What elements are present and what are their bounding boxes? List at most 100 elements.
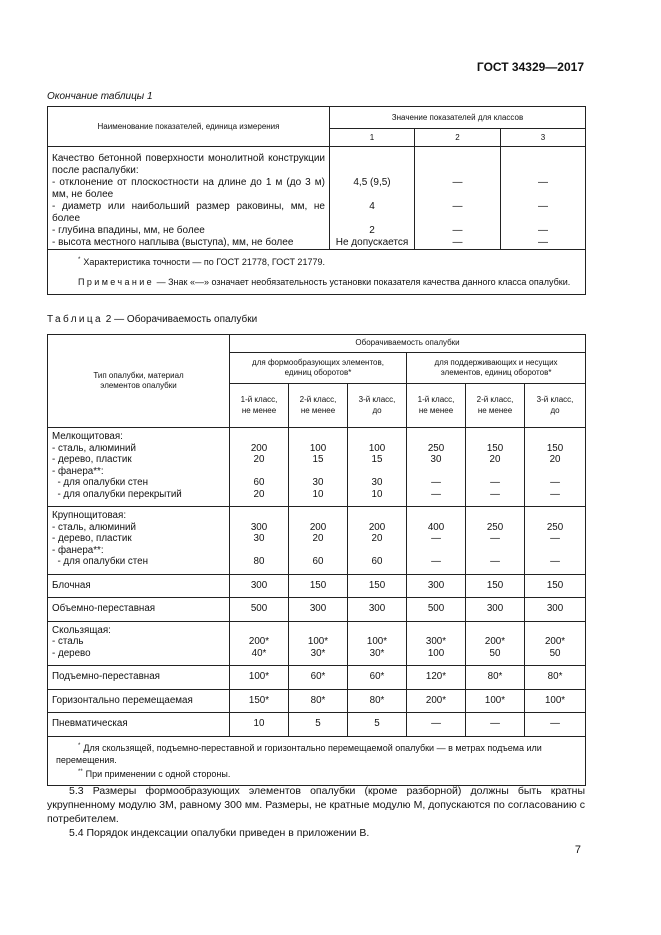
value: 150 [546, 442, 564, 454]
value: — [490, 488, 500, 500]
line-label: Скользящая: [52, 624, 111, 636]
header-row: Наименование показателей, единица измере… [47, 106, 587, 147]
header-row: Тип опалубки, материал элементов опалубк… [47, 334, 587, 428]
line-label: Пневматическая [52, 718, 128, 729]
note: Примечание — Знак «—» означает необязате… [56, 276, 577, 288]
spacer [352, 545, 402, 557]
value-cell: 250 30 — — [406, 427, 466, 507]
value: 100 [368, 442, 386, 454]
line-label: - для опалубки стен [52, 556, 149, 567]
value: — [490, 477, 500, 488]
spacer [470, 431, 520, 443]
value: 15 [371, 454, 383, 465]
value: 500 [250, 603, 268, 614]
value: — [431, 533, 441, 544]
value: 10 [371, 488, 383, 500]
value: 30 [312, 477, 324, 488]
footnote-cell: * Для скользящей, подъемно-переставной и … [46, 735, 587, 786]
value-cell: 300 30 80 [229, 506, 289, 575]
value: 150 [368, 579, 386, 591]
line-label: Объемно-переставная [52, 603, 156, 614]
line-label: Подъемно-переставная [52, 671, 160, 682]
row-label: Блочная [47, 573, 230, 598]
value: 150 [486, 442, 504, 454]
value: 20 [312, 533, 324, 544]
value: 100* [248, 671, 270, 682]
line-label: Горизонтально перемещаемая [52, 694, 193, 706]
value-cell: — [406, 712, 466, 737]
value-cell: 200* 50 [523, 620, 587, 666]
row-label: Пневматическая [47, 712, 230, 737]
value: 100 [427, 647, 445, 659]
spacer [234, 625, 284, 637]
row-label: - глубина впадины, мм, не более [47, 225, 330, 237]
value: 60 [253, 477, 265, 488]
value: — [550, 718, 560, 729]
value-cell: — [499, 237, 587, 250]
value-cell: 4 [329, 201, 415, 225]
spacer [470, 466, 520, 478]
body-text: 5.3 Размеры формообразующих элементов оп… [47, 784, 585, 840]
value: 500 [427, 603, 445, 614]
value-cell [414, 146, 501, 177]
line-label: - сталь [52, 636, 84, 647]
value: 30 [253, 533, 265, 544]
value: 60* [369, 671, 385, 682]
header-cell: 1 [329, 128, 415, 147]
value: — [431, 556, 441, 567]
value: 30 [430, 454, 442, 465]
value-cell: 250— — [465, 506, 525, 575]
value-cell: 300 [523, 597, 587, 622]
footnote: * Характеристика точности — по ГОСТ 21778… [78, 254, 577, 268]
value: 60 [371, 556, 383, 567]
value-cell: 300 [288, 597, 348, 622]
value-cell: — [414, 201, 501, 225]
value-cell: 5 [347, 712, 407, 737]
table-caption: Окончание таблицы 1 [47, 91, 153, 102]
value-cell: 200 20 60 20 [229, 427, 289, 507]
value-cell: 200* 40* [229, 620, 289, 666]
footnote: ** При применении с одной стороны. [56, 766, 577, 780]
header-cell: для формообразующих элементов, единиц об… [229, 352, 407, 384]
value-cell: 100* [523, 688, 587, 713]
value: 250 [486, 521, 504, 533]
value: 400 [427, 521, 445, 533]
table-row: Крупнощитовая: - сталь, алюминий - дерево,… [47, 506, 587, 575]
value-cell: 60* [347, 665, 407, 690]
line-label: - фанера**: [52, 544, 104, 556]
line-label: Мелкощитовая: [52, 431, 123, 442]
value-cell: — [499, 201, 587, 225]
value-cell: 150 20 — — [523, 427, 587, 507]
header-cell: 3-й класс, до [523, 383, 587, 428]
row-label: - высота местного наплыва (выступа), мм,… [47, 237, 330, 250]
value-cell: 4,5 (9,5) [329, 177, 415, 201]
spacer [234, 510, 284, 522]
line-label: - дерево [52, 647, 91, 659]
value: 250 [546, 521, 564, 533]
table-row: - отклонение от плоскостности на длине д… [47, 177, 587, 201]
value: 200* [248, 636, 270, 647]
value: 100* [484, 694, 506, 706]
table-row: Подъемно-переставная 100* 60* 60* 120* 80* 80* [47, 665, 587, 690]
spacer [234, 466, 284, 478]
value: 300 [250, 521, 268, 533]
value: 15 [312, 454, 324, 465]
value-cell [329, 146, 415, 177]
header-cell: 2-й класс, не менее [288, 383, 348, 428]
value-cell: 300* 100 [406, 620, 466, 666]
value-cell: — [465, 712, 525, 737]
value: 10 [312, 488, 324, 500]
spacer [293, 510, 343, 522]
value: 150 [309, 579, 327, 591]
footnote-row: * Характеристика точности — по ГОСТ 21778… [46, 249, 587, 295]
value-cell: 300 [229, 573, 289, 598]
value-cell: 500 [406, 597, 466, 622]
value: 20 [549, 454, 561, 465]
value-cell: — [499, 225, 587, 237]
row-label: Скользящая: - сталь - дерево [47, 620, 230, 666]
table-row: Мелкощитовая: - сталь, алюминий - дерево, … [47, 427, 587, 507]
value-cell: 300 [347, 597, 407, 622]
value-cell: 100* [229, 665, 289, 690]
value-cell: 100 15 30 10 [347, 427, 407, 507]
